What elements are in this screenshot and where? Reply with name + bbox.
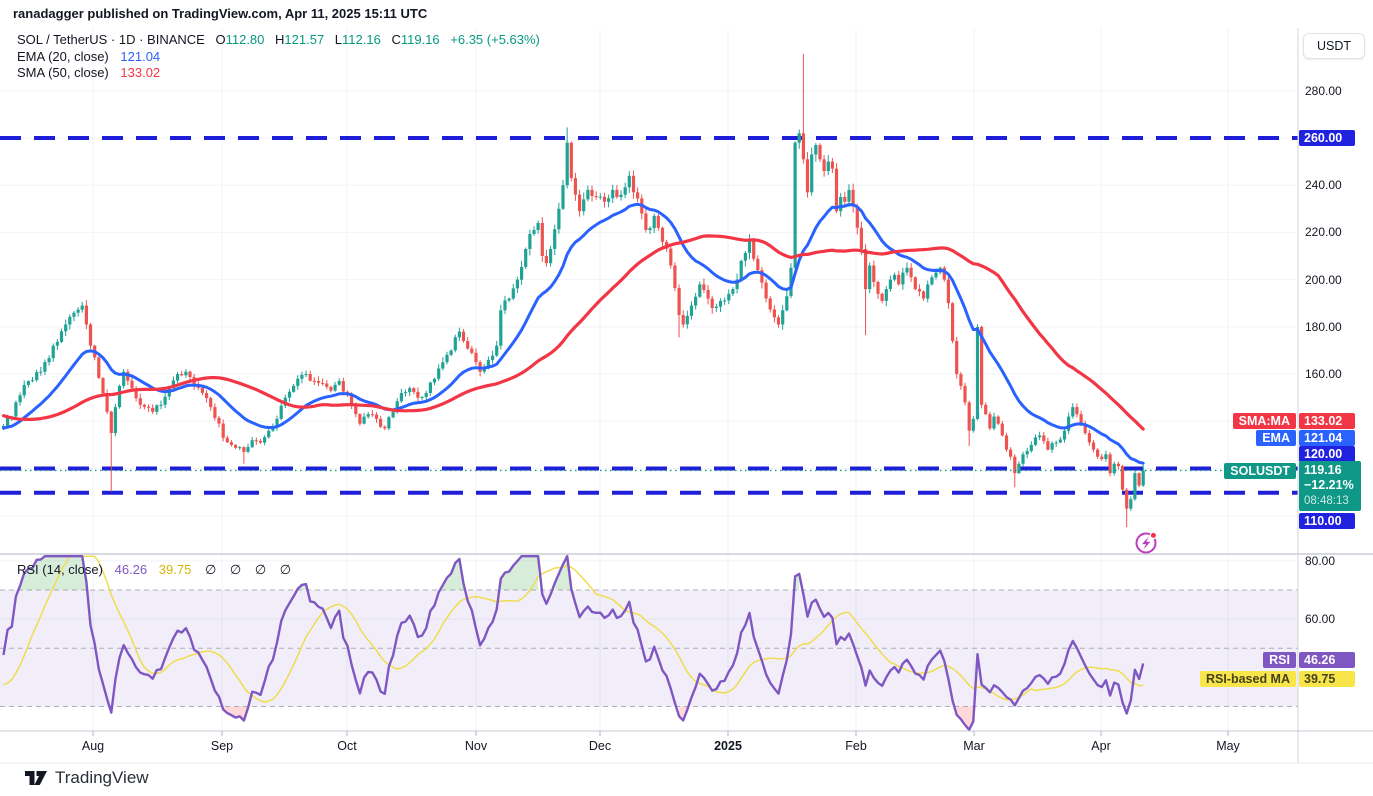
time-label-Sep: Sep	[210, 739, 234, 753]
rsi-ma-line[interactable]	[3, 555, 1144, 703]
close-key: C	[391, 32, 401, 47]
lightning-icon	[1142, 536, 1151, 550]
rsi-empty-slots: ∅ ∅ ∅ ∅	[204, 562, 297, 577]
symbol-price-tag: SOLUSDT	[1224, 463, 1296, 479]
symbol-title: SOL / TetherUS · 1D · BINANCE	[17, 32, 205, 47]
sma-value: 133.02	[120, 65, 161, 80]
tradingview-logo-icon	[25, 770, 47, 785]
low-value: 112.16	[342, 32, 381, 47]
time-label-Nov: Nov	[464, 739, 488, 753]
time-label-May: May	[1216, 739, 1240, 753]
symbol-price-label: 119.16 −12.21% 08:48:13	[1299, 461, 1361, 511]
rsi-tick-60.00: 60.00	[1305, 612, 1336, 627]
level-label-260.00: 260.00	[1299, 130, 1355, 146]
marker-dot	[1149, 531, 1158, 540]
high-value: 121.57	[284, 32, 325, 47]
level-label-110.00: 110.00	[1299, 513, 1355, 529]
price-tick-280.00: 280.00	[1305, 83, 1342, 98]
rsi-value: 46.26	[114, 562, 148, 577]
time-label-Aug: Aug	[81, 739, 105, 753]
rsi-value-label: 46.26	[1299, 652, 1355, 668]
rsi-excursion	[20, 556, 87, 590]
rsi-label: RSI (14, close)	[17, 562, 103, 577]
ema-line[interactable]	[2, 202, 1145, 465]
rsi-value-label-tag: RSI	[1263, 652, 1296, 668]
ema-legend-row[interactable]: EMA (20, close) 121.04	[17, 49, 540, 66]
ema-price-label: 121.04	[1299, 430, 1355, 446]
rsi-tick-80.00: 80.00	[1305, 553, 1336, 568]
price-tick-220.00: 220.00	[1305, 225, 1342, 240]
price-tick-180.00: 180.00	[1305, 319, 1342, 334]
time-label-Apr: Apr	[1091, 739, 1111, 753]
sma-label: SMA (50, close)	[17, 65, 109, 80]
currency-unit-button[interactable]: USDT	[1303, 33, 1365, 59]
change-value: +6.35 (+5.63%)	[450, 32, 540, 47]
close-value: 119.16	[400, 32, 440, 47]
symbol-legend-row[interactable]: SOL / TetherUS · 1D · BINANCE O112.80 H1…	[17, 32, 540, 49]
rsi-line[interactable]	[2, 555, 1145, 731]
rsi-ma-value-label-tag: RSI-based MA	[1199, 671, 1296, 687]
time-label-2025: 2025	[714, 739, 742, 753]
low-key: L	[334, 32, 343, 47]
open-value: 112.80	[225, 32, 265, 47]
sma-line[interactable]	[1, 234, 1145, 431]
main-legend: SOL / TetherUS · 1D · BINANCE O112.80 H1…	[17, 32, 540, 82]
rsi-ma-value-label: 39.75	[1299, 671, 1355, 687]
ema-price-label-tag: EMA	[1256, 430, 1296, 446]
sma-price-label-tag: SMA:MA	[1232, 413, 1296, 429]
sma-legend-row[interactable]: SMA (50, close) 133.02	[17, 65, 540, 82]
time-label-Mar: Mar	[963, 739, 985, 753]
rsi-excursion	[956, 706, 974, 730]
price-tick-240.00: 240.00	[1305, 178, 1342, 193]
time-label-Oct: Oct	[337, 739, 357, 753]
tradingview-logo-text: TradingView	[55, 768, 149, 787]
publisher-line: ranadagger published on TradingView.com,…	[13, 6, 428, 21]
time-label-Dec: Dec	[588, 739, 612, 753]
high-key: H	[275, 32, 285, 47]
rsi-ma-value: 39.75	[158, 562, 192, 577]
sma-price-label: 133.02	[1299, 413, 1355, 429]
level-label-120.00: 120.00	[1299, 446, 1355, 462]
ema-value: 121.04	[120, 48, 161, 64]
time-label-Feb: Feb	[845, 739, 867, 753]
ema-label: EMA (20, close)	[17, 48, 109, 64]
price-tick-160.00: 160.00	[1305, 367, 1342, 382]
rsi-excursion	[442, 559, 464, 590]
price-tick-200.00: 200.00	[1305, 272, 1342, 287]
tradingview-logo[interactable]: TradingView	[24, 768, 149, 788]
rsi-excursion	[500, 556, 539, 590]
rsi-legend-row[interactable]: RSI (14, close) 46.26 39.75 ∅ ∅ ∅ ∅	[17, 562, 296, 578]
open-key: O	[215, 32, 226, 47]
